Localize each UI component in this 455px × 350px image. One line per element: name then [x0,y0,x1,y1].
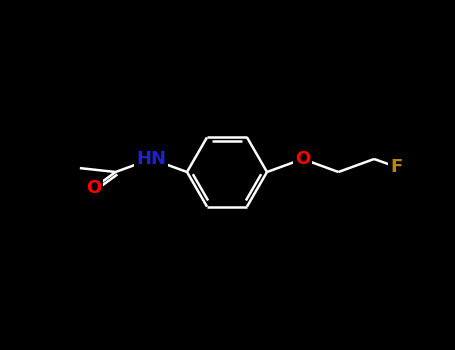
Text: HN: HN [136,150,166,168]
Text: O: O [86,179,101,197]
Text: O: O [295,150,310,168]
Text: F: F [390,158,402,176]
